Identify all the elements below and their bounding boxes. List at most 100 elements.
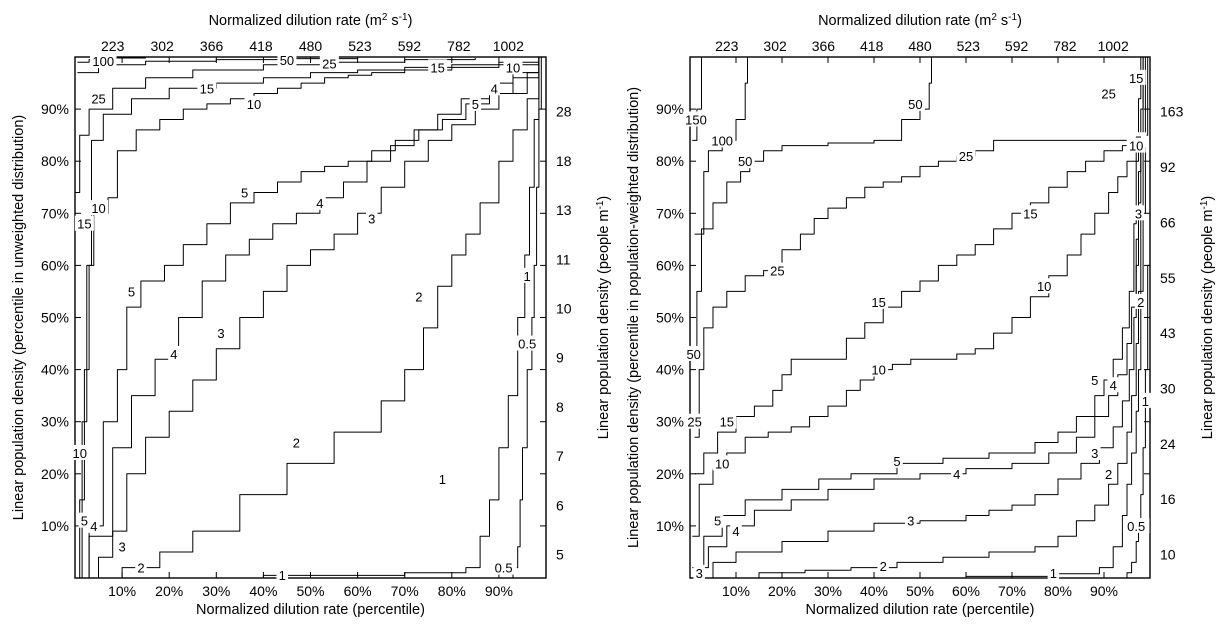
y-tick-label: 30% (656, 414, 684, 430)
x-tick-label: 10% (722, 583, 750, 599)
x-tick-label: 20% (155, 583, 183, 599)
right-axis-title: Linear population density (people m-1) (1199, 196, 1217, 439)
contour-label: 10 (91, 201, 105, 216)
contour-label: 4 (170, 347, 177, 362)
contour-line-15 (695, 140, 1144, 473)
contour-line-4 (695, 57, 1144, 568)
contour-label: 3 (368, 212, 375, 227)
contour-label: 15 (871, 295, 885, 310)
top-tick-label: 592 (1005, 38, 1029, 54)
x-tick-label: 50% (296, 583, 324, 599)
y-tick-label: 20% (656, 466, 684, 482)
right-tick-label: 92 (1160, 159, 1176, 175)
x-tick-label: 90% (1090, 583, 1118, 599)
contour-label: 3 (696, 566, 703, 581)
contour-label: 100 (711, 133, 733, 148)
contour-label: 4 (732, 524, 739, 539)
contour-label: 10 (871, 363, 885, 378)
right-tick-label: 30 (1160, 380, 1176, 396)
contour-label: 3 (1135, 206, 1142, 221)
contour-label: 0.5 (495, 561, 513, 576)
right-tick-label: 7 (556, 448, 564, 464)
top-tick-label: 302 (763, 38, 787, 54)
top-tick-label: 223 (101, 38, 125, 54)
contour-line-1 (805, 57, 1148, 578)
contour-label: 1 (524, 269, 531, 284)
right-axis-title: Linear population density (people m-1) (595, 196, 613, 439)
contour-line-5 (77, 57, 539, 578)
contour-line-150 (692, 57, 701, 140)
x-tick-label: 80% (1044, 583, 1072, 599)
contour-lines (75, 57, 541, 578)
y-tick-label: 50% (656, 310, 684, 326)
right-tick-label: 8 (556, 399, 564, 415)
contour-label: 4 (1110, 378, 1117, 393)
top-tick-label: 523 (348, 38, 372, 54)
contour-label: 25 (770, 264, 784, 279)
contour-line-25 (695, 140, 1144, 437)
top-tick-label: 418 (249, 38, 273, 54)
contour-line-50 (692, 57, 931, 359)
top-tick-label: 782 (447, 38, 471, 54)
right-tick-label: 18 (556, 153, 572, 169)
contour-label: 1 (279, 568, 286, 583)
top-tick-label: 366 (812, 38, 836, 54)
top-tick-label: 782 (1053, 38, 1077, 54)
contour-label: 1 (1050, 566, 1057, 581)
contour-label: 25 (959, 149, 973, 164)
y-tick-label: 70% (41, 205, 69, 221)
y-tick-label: 60% (656, 257, 684, 273)
contour-label: 5 (241, 185, 248, 200)
right-tick-label: 13 (556, 202, 572, 218)
contour-label: 25 (322, 56, 336, 71)
x-tick-label: 60% (344, 583, 372, 599)
contour-label: 15 (1129, 71, 1143, 86)
contour-label: 2 (1137, 295, 1144, 310)
contour-label: 2 (1105, 467, 1112, 482)
contour-label: 5 (893, 454, 900, 469)
contour-label: 5 (81, 514, 88, 529)
contour-line-1 (99, 57, 539, 578)
contour-line-2 (84, 57, 539, 578)
contour-label: 25 (91, 92, 105, 107)
contour-label: 4 (491, 81, 498, 96)
top-tick-label: 223 (715, 38, 739, 54)
y-tick-label: 40% (656, 362, 684, 378)
contour-label: 15 (1023, 206, 1037, 221)
contour-label: 10 (247, 97, 261, 112)
x-tick-label: 30% (202, 583, 230, 599)
contour-label: 4 (953, 467, 960, 482)
x-tick-label: 40% (860, 583, 888, 599)
right-tick-label: 6 (556, 497, 564, 513)
contour-label: 4 (316, 196, 323, 211)
y-tick-label: 30% (41, 414, 69, 430)
contour-label: 10 (715, 456, 729, 471)
contour-label: 15 (77, 217, 91, 232)
y-tick-label: 80% (41, 153, 69, 169)
contour-label: 2 (293, 436, 300, 451)
x-axis-title: Normalized dilution rate (percentile) (196, 602, 425, 618)
contour-label: 50 (908, 97, 922, 112)
contour-line-4 (80, 57, 539, 578)
y-tick-label: 90% (41, 101, 69, 117)
contour-line-3 (80, 57, 539, 578)
top-tick-label: 480 (299, 38, 323, 54)
contour-label: 3 (217, 326, 224, 341)
x-tick-label: 40% (249, 583, 277, 599)
contour-label: 3 (907, 514, 914, 529)
y-tick-label: 80% (656, 153, 684, 169)
x-tick-label: 30% (814, 583, 842, 599)
contour-label: 15 (720, 415, 734, 430)
contour-label: 5 (472, 97, 479, 112)
contour-label: 10 (1037, 279, 1051, 294)
right-tick-label: 11 (556, 251, 571, 267)
y-tick-label: 50% (41, 310, 69, 326)
y-tick-label: 10% (41, 518, 69, 534)
contour-label: 2 (880, 559, 887, 574)
x-tick-label: 90% (485, 583, 513, 599)
contour-label: 5 (714, 514, 721, 529)
y-tick-label: 20% (41, 466, 69, 482)
contour-line-5 (692, 57, 1141, 568)
y-tick-label: 90% (656, 101, 684, 117)
